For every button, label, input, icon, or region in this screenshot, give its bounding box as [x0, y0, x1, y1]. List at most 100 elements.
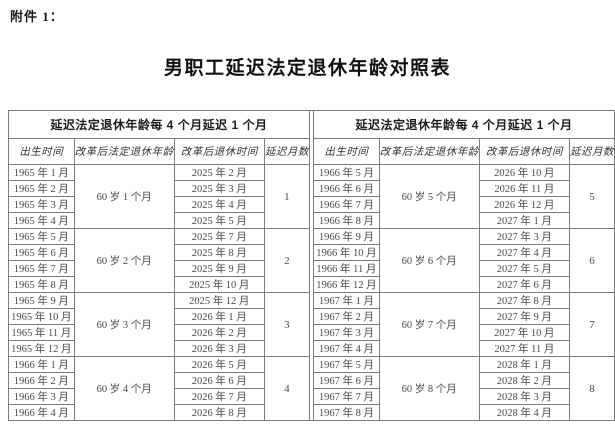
birth-month-cell-right: 1966 年 12 月: [313, 276, 380, 293]
table-row: 1965 年 10 月 2026 年 1 月 1967 年 2 月 2027 年 9 …: [8, 308, 615, 325]
retire-month-cell-left: 2026 年 5 月: [173, 356, 265, 373]
delay-months-cell-right: 5: [568, 164, 615, 229]
table-row: 1965 年 12 月 2026 年 3 月 1967 年 4 月 2027 年 11…: [8, 340, 615, 357]
span-header-right: 延迟法定退休年龄每 4 个月延迟 1 个月: [313, 110, 615, 139]
retirement-table-container: 延迟法定退休年龄每 4 个月延迟 1 个月 延迟法定退休年龄每 4 个月延迟 1…: [8, 110, 615, 421]
birth-month-cell-left: 1965 年 9 月: [8, 292, 75, 309]
retire-month-cell-left: 2026 年 2 月: [173, 324, 265, 341]
table-row: 1965 年 9 月 60 岁 3 个月 2025 年 12 月 3 1967 年 1 …: [8, 292, 615, 357]
retire-month-cell-left: 2025 年 2 月: [173, 164, 265, 181]
retire-month-cell-left: 2026 年 1 月: [173, 308, 265, 325]
column-header-retire-left: 改革后退休时间: [173, 138, 265, 165]
retire-month-cell-left: 2026 年 7 月: [173, 388, 265, 405]
birth-month-cell-left: 1965 年 5 月: [8, 228, 75, 245]
birth-month-cell-left: 1965 年 1 月: [8, 164, 75, 181]
retire-month-cell-right: 2027 年 10 月: [478, 324, 570, 341]
retirement-age-cell-right: 60 岁 7 个月: [378, 292, 480, 357]
birth-month-cell-right: 1967 年 8 月: [313, 404, 380, 421]
delay-months-cell-right: 6: [568, 228, 615, 293]
table-row: 1965 年 7 月 2025 年 9 月 1966 年 11 月 2027 年 5 …: [8, 260, 615, 277]
column-header-age-left: 改革后法定退休年龄: [73, 138, 175, 165]
retirement-age-cell-right: 60 岁 8 个月: [378, 356, 480, 421]
table-row-span-header: 延迟法定退休年龄每 4 个月延迟 1 个月 延迟法定退休年龄每 4 个月延迟 1…: [8, 110, 615, 421]
delay-months-cell-right: 7: [568, 292, 615, 357]
delay-months-cell-right: 8: [568, 356, 615, 421]
delay-months-cell-left: 3: [263, 292, 310, 357]
birth-month-cell-right: 1966 年 9 月: [313, 228, 380, 245]
birth-month-cell-right: 1966 年 5 月: [313, 164, 380, 181]
birth-month-cell-left: 1965 年 10 月: [8, 308, 75, 325]
birth-month-cell-right: 1967 年 3 月: [313, 324, 380, 341]
retire-month-cell-right: 2026 年 11 月: [478, 180, 570, 197]
retire-month-cell-left: 2025 年 9 月: [173, 260, 265, 277]
birth-month-cell-left: 1966 年 2 月: [8, 372, 75, 389]
attachment-label: 附件 1：: [10, 9, 64, 24]
column-header-birth-right: 出生时间: [313, 138, 380, 165]
column-header-delay-right: 延迟月数: [568, 138, 615, 165]
span-header-left: 延迟法定退休年龄每 4 个月延迟 1 个月: [8, 110, 310, 139]
birth-month-cell-left: 1965 年 8 月: [8, 276, 75, 293]
table-row: 1965 年 3 月 2025 年 4 月 1966 年 7 月 2026 年 12 …: [8, 196, 615, 213]
birth-month-cell-left: 1966 年 3 月: [8, 388, 75, 405]
birth-month-cell-right: 1966 年 11 月: [313, 260, 380, 277]
table-row: 1966 年 2 月 2026 年 6 月 1967 年 6 月 2028 年 2 月: [8, 372, 615, 389]
retire-month-cell-right: 2027 年 8 月: [478, 292, 570, 309]
retire-month-cell-right: 2026 年 12 月: [478, 196, 570, 213]
birth-month-cell-right: 1966 年 10 月: [313, 244, 380, 261]
retire-month-cell-right: 2027 年 3 月: [478, 228, 570, 245]
retirement-age-cell-left: 60 岁 1 个月: [73, 164, 175, 229]
birth-month-cell-left: 1965 年 2 月: [8, 180, 75, 197]
retire-month-cell-left: 2025 年 12 月: [173, 292, 265, 309]
retire-month-cell-left: 2025 年 8 月: [173, 244, 265, 261]
birth-month-cell-right: 1966 年 7 月: [313, 196, 380, 213]
birth-month-cell-right: 1967 年 4 月: [313, 340, 380, 357]
birth-month-cell-left: 1966 年 1 月: [8, 356, 75, 373]
table-row: 1965 年 5 月 60 岁 2 个月 2025 年 7 月 2 1966 年 9 月…: [8, 228, 615, 293]
retire-month-cell-left: 2025 年 5 月: [173, 212, 265, 229]
retirement-age-cell-right: 60 岁 6 个月: [378, 228, 480, 293]
retire-month-cell-right: 2027 年 6 月: [478, 276, 570, 293]
retire-month-cell-right: 2027 年 9 月: [478, 308, 570, 325]
birth-month-cell-left: 1965 年 12 月: [8, 340, 75, 357]
retire-month-cell-left: 2025 年 7 月: [173, 228, 265, 245]
delay-months-cell-left: 4: [263, 356, 310, 421]
retire-month-cell-left: 2026 年 3 月: [173, 340, 265, 357]
table-body: 延迟法定退休年龄每 4 个月延迟 1 个月 延迟法定退休年龄每 4 个月延迟 1…: [8, 110, 615, 421]
birth-month-cell-right: 1967 年 7 月: [313, 388, 380, 405]
table-row: 1965 年 1 月 60 岁 1 个月 2025 年 2 月 1 1966 年 5 月…: [8, 164, 615, 229]
column-header-delay-left: 延迟月数: [263, 138, 310, 165]
retire-month-cell-left: 2026 年 6 月: [173, 372, 265, 389]
birth-month-cell-right: 1966 年 6 月: [313, 180, 380, 197]
retire-month-cell-right: 2028 年 4 月: [478, 404, 570, 421]
table-row: 1965 年 11 月 2026 年 2 月 1967 年 3 月 2027 年 10…: [8, 324, 615, 341]
birth-month-cell-left: 1965 年 7 月: [8, 260, 75, 277]
birth-month-cell-right: 1967 年 2 月: [313, 308, 380, 325]
retire-month-cell-right: 2028 年 1 月: [478, 356, 570, 373]
retire-month-cell-right: 2027 年 4 月: [478, 244, 570, 261]
retire-month-cell-left: 2025 年 10 月: [173, 276, 265, 293]
column-header-birth-left: 出生时间: [8, 138, 75, 165]
column-header-retire-right: 改革后退休时间: [478, 138, 570, 165]
birth-month-cell-left: 1965 年 6 月: [8, 244, 75, 261]
retirement-age-cell-left: 60 岁 3 个月: [73, 292, 175, 357]
retire-month-cell-left: 2026 年 8 月: [173, 404, 265, 421]
table-row: 1965 年 4 月 2025 年 5 月 1966 年 8 月 2027 年 1 月: [8, 212, 615, 229]
birth-month-cell-left: 1965 年 3 月: [8, 196, 75, 213]
column-header-age-right: 改革后法定退休年龄: [378, 138, 480, 165]
retirement-age-cell-left: 60 岁 4 个月: [73, 356, 175, 421]
page-title: 男职工延迟法定退休年龄对照表: [163, 58, 451, 79]
retire-month-cell-right: 2026 年 10 月: [478, 164, 570, 181]
table-row: 1966 年 1 月 60 岁 4 个月 2026 年 5 月 4 1967 年 5 月…: [8, 356, 615, 421]
birth-month-cell-right: 1967 年 1 月: [313, 292, 380, 309]
retirement-age-cell-right: 60 岁 5 个月: [378, 164, 480, 229]
retire-month-cell-left: 2025 年 3 月: [173, 180, 265, 197]
table-row: 1966 年 4 月 2026 年 8 月 1967 年 8 月 2028 年 4 月: [8, 404, 615, 421]
table-row: 1965 年 6 月 2025 年 8 月 1966 年 10 月 2027 年 4 …: [8, 244, 615, 261]
birth-month-cell-right: 1966 年 8 月: [313, 212, 380, 229]
birth-month-cell-left: 1965 年 4 月: [8, 212, 75, 229]
retire-month-cell-right: 2028 年 2 月: [478, 372, 570, 389]
birth-month-cell-right: 1967 年 5 月: [313, 356, 380, 373]
table-divider: [308, 110, 315, 421]
retirement-age-cell-left: 60 岁 2 个月: [73, 228, 175, 293]
